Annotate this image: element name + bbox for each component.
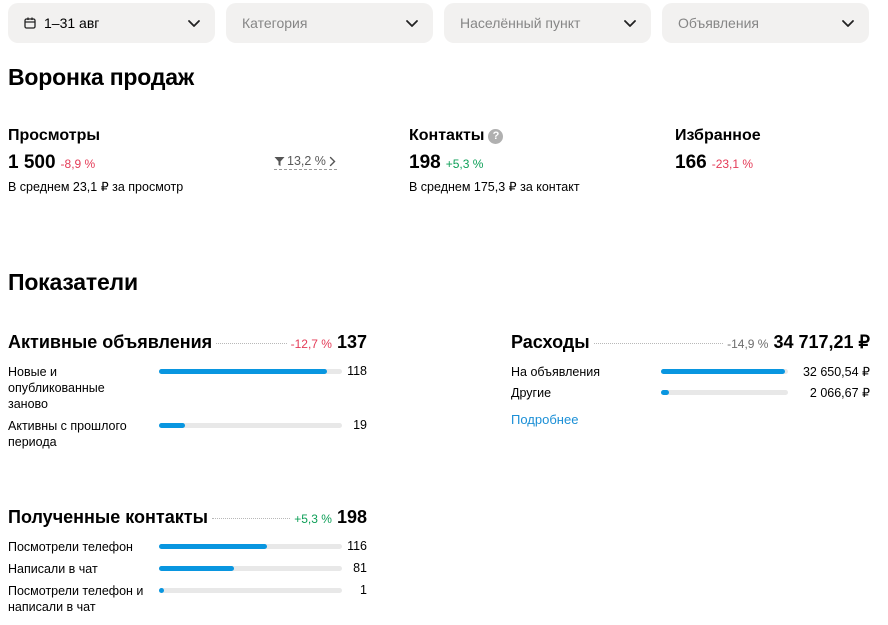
progress-bar — [159, 369, 342, 374]
progress-fill — [661, 369, 786, 374]
active-ads-delta: -12,7 % — [290, 337, 332, 351]
progress-bar — [159, 566, 342, 571]
leader-dots — [593, 343, 724, 344]
row-label: Посмотрели телефон и написали в чат — [8, 584, 144, 614]
metric-row: Написали в чат 81 — [8, 561, 367, 583]
expenses-title: Расходы — [511, 332, 590, 352]
contacts-stat: Контакты ? 198 +5,3 % В среднем 175,3 ₽ … — [409, 127, 580, 194]
progress-fill — [661, 390, 669, 395]
details-link[interactable]: Подробнее — [511, 412, 579, 427]
favorites-value: 166 — [675, 152, 707, 173]
progress-fill — [159, 369, 328, 374]
favorites-stat: Избранное 166 -23,1 % — [675, 127, 761, 174]
funnel-title: Воронка продаж — [8, 64, 194, 90]
leader-dots — [216, 343, 287, 344]
contacts-delta: +5,3 % — [445, 157, 484, 171]
filter-icon — [274, 156, 285, 166]
expenses-total: 34 717,21 ₽ — [773, 332, 870, 352]
progress-bar — [159, 588, 342, 593]
metric-row: Посмотрели телефон 116 — [8, 539, 367, 561]
row-label: На объявления — [511, 365, 600, 379]
row-value: 81 — [353, 561, 367, 575]
chevron-right-icon — [329, 156, 336, 166]
locality-label: Населённый пункт — [460, 15, 581, 31]
progress-bar — [159, 423, 342, 428]
contacts-subtitle: В среднем 175,3 ₽ за контакт — [409, 180, 580, 194]
favorites-delta: -23,1 % — [711, 157, 754, 171]
row-label: Активны с прошлого периода — [8, 419, 127, 449]
received-contacts-total: 198 — [336, 507, 367, 527]
chevron-down-icon — [188, 20, 200, 27]
conversion-link[interactable]: 13,2 % — [274, 154, 337, 170]
favorites-title: Избранное — [675, 127, 761, 144]
progress-fill — [159, 544, 267, 549]
metric-row: Новые и опубликованные заново 118 — [8, 364, 367, 412]
metric-row: Посмотрели телефон и написали в чат 1 — [8, 583, 367, 615]
row-value: 19 — [353, 418, 367, 432]
row-label: Другие — [511, 386, 552, 400]
metrics-title: Показатели — [8, 269, 138, 295]
received-contacts-title: Полученные контакты — [8, 507, 208, 527]
row-label: Новые и опубликованные заново — [8, 365, 105, 411]
active-ads-title: Активные объявления — [8, 332, 213, 352]
progress-fill — [159, 423, 185, 428]
progress-bar — [661, 390, 788, 395]
row-value: 118 — [347, 364, 367, 378]
views-subtitle: В среднем 23,1 ₽ за просмотр — [8, 180, 184, 194]
contacts-title: Контакты — [409, 127, 485, 144]
progress-bar — [159, 544, 342, 549]
chevron-down-icon — [842, 20, 854, 27]
views-stat: Просмотры 1 500 -8,9 % В среднем 23,1 ₽ … — [8, 127, 183, 194]
ads-filter[interactable]: Объявления — [662, 3, 869, 43]
metric-row: Активны с прошлого периода 19 — [8, 418, 367, 450]
leader-dots — [211, 518, 291, 519]
active-ads-total: 137 — [336, 332, 367, 352]
locality-filter[interactable]: Населённый пункт — [444, 3, 651, 43]
row-value: 2 066,67 ₽ — [809, 386, 870, 400]
progress-bar — [661, 369, 788, 374]
filters-bar: 1–31 авг Категория Населённый пункт Объя… — [8, 3, 869, 43]
contacts-value: 198 — [409, 152, 441, 173]
row-value: 116 — [347, 539, 367, 553]
row-value: 1 — [360, 583, 367, 597]
chevron-down-icon — [624, 20, 636, 27]
help-icon[interactable]: ? — [488, 128, 504, 144]
received-contacts-delta: +5,3 % — [294, 512, 332, 526]
row-label: Посмотрели телефон — [8, 540, 133, 554]
row-label: Написали в чат — [8, 562, 98, 576]
progress-fill — [159, 566, 235, 571]
progress-fill — [159, 588, 165, 593]
received-contacts-block: Полученные контакты +5,3 % 198 Посмотрел… — [8, 507, 367, 615]
row-value: 32 650,54 ₽ — [802, 365, 870, 379]
active-ads-block: Активные объявления -12,7 % 137 Новые и … — [8, 332, 367, 450]
metric-row: На объявления 32 650,54 ₽ — [511, 364, 870, 384]
metric-row: Другие 2 066,67 ₽ — [511, 385, 870, 405]
category-filter[interactable]: Категория — [226, 3, 433, 43]
chevron-down-icon — [406, 20, 418, 27]
date-range-filter[interactable]: 1–31 авг — [8, 3, 215, 43]
calendar-icon — [24, 17, 36, 29]
views-value: 1 500 — [8, 152, 56, 173]
expenses-delta: -14,9 % — [727, 337, 769, 351]
views-title: Просмотры — [8, 127, 101, 144]
ads-label: Объявления — [678, 15, 759, 31]
views-delta: -8,9 % — [60, 157, 96, 171]
expenses-block: Расходы -14,9 % 34 717,21 ₽ На объявлени… — [511, 332, 870, 427]
conversion-value: 13,2 % — [287, 154, 326, 168]
category-label: Категория — [242, 15, 308, 31]
date-range-label: 1–31 авг — [44, 15, 100, 31]
